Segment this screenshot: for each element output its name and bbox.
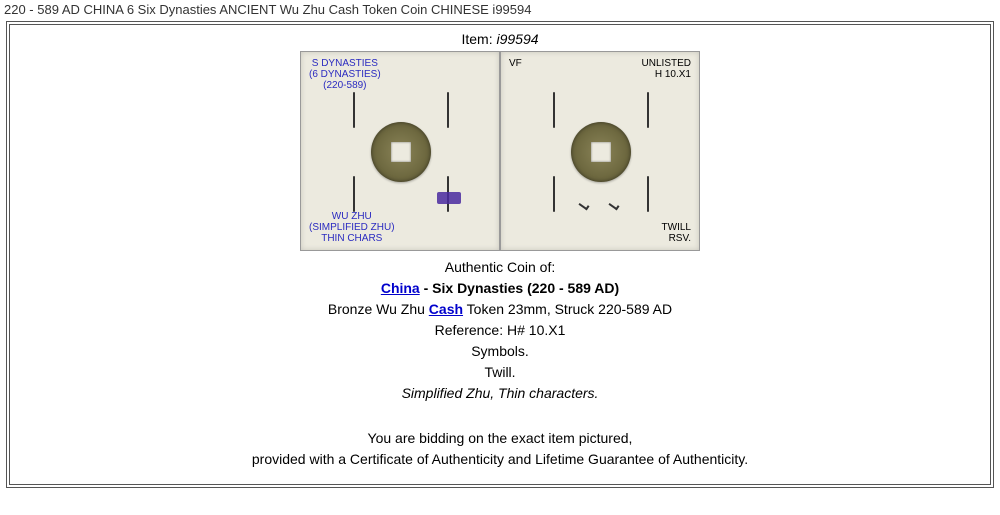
cash-link[interactable]: Cash [429,301,463,317]
dynasties-text: - Six Dynasties (220 - 589 AD) [420,280,619,296]
symbols-text: Symbols. [20,341,980,362]
item-line: Item: i99594 [20,31,980,47]
reference-text: Reference: H# 10.X1 [20,320,980,341]
holder-note: S DYNASTIES (6 DYNASTIES) (220-589) [309,58,381,91]
page-title: 220 - 589 AD CHINA 6 Six Dynasties ANCIE… [0,0,1000,19]
listing-frame: Item: i99594 S DYNASTIES (6 DYNASTIES) (… [6,21,994,488]
authentic-label: Authentic Coin of: [20,257,980,278]
holder-note: VF [509,58,522,69]
footer-line-2: provided with a Certificate of Authentic… [20,449,980,470]
footer-block: You are bidding on the exact item pictur… [20,428,980,470]
china-link[interactable]: China [381,280,420,296]
holder-note: WU ZHU (SIMPLIFIED ZHU) THIN CHARS [309,211,395,244]
simplified-text: Simplified Zhu, Thin characters. [20,383,980,404]
holder-note: UNLISTED H 10.X1 [642,58,691,80]
item-number: i99594 [496,31,538,47]
bronze-text-pre: Bronze Wu Zhu [328,301,429,317]
coin-holder-reverse: VF UNLISTED H 10.X1 TWILL RSV. [500,51,700,251]
twill-text: Twill. [20,362,980,383]
coin-image-row: S DYNASTIES (6 DYNASTIES) (220-589) WU Z… [20,51,980,251]
item-label: Item: [461,31,492,47]
footer-line-1: You are bidding on the exact item pictur… [20,428,980,449]
coin-obverse [371,122,431,182]
purple-stamp [437,192,461,204]
coin-holder-obverse: S DYNASTIES (6 DYNASTIES) (220-589) WU Z… [300,51,500,251]
holder-note: TWILL RSV. [662,222,691,244]
bronze-text-post: Token 23mm, Struck 220-589 AD [463,301,672,317]
description-block: Authentic Coin of: China - Six Dynasties… [20,257,980,404]
coin-reverse [571,122,631,182]
